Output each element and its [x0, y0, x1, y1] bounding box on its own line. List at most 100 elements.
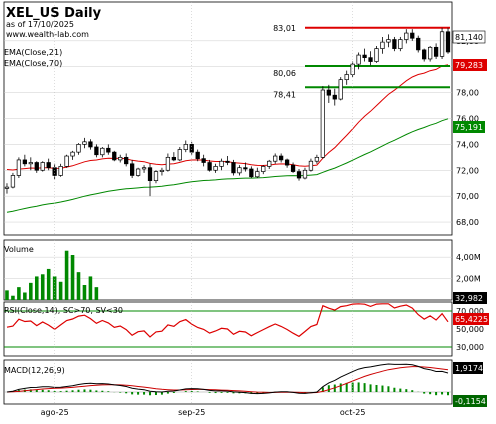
- candle: [399, 40, 403, 49]
- candle: [17, 160, 21, 176]
- macd-pane: [4, 360, 452, 404]
- volume-bar: [89, 276, 93, 300]
- candle: [124, 157, 128, 163]
- candle: [285, 160, 289, 165]
- macd-title: MACD(12,26,9): [4, 366, 65, 375]
- candle: [327, 90, 331, 95]
- candle: [309, 161, 313, 170]
- macd-histogram-bar: [66, 391, 68, 392]
- candle: [5, 187, 9, 188]
- candle: [333, 95, 337, 99]
- candle: [232, 163, 236, 173]
- macd-histogram-bar: [399, 389, 401, 392]
- ema21-legend: EMA(Close,21): [4, 48, 62, 57]
- macd-hist-value-tag-label: -0,1154: [455, 397, 486, 406]
- candle: [339, 80, 343, 99]
- macd-histogram-bar: [107, 391, 109, 392]
- candle: [83, 142, 87, 145]
- macd-histogram-bar: [346, 383, 348, 392]
- candle: [208, 163, 212, 171]
- candle: [303, 170, 307, 178]
- ema21-value-tag-label: 79,283: [455, 61, 483, 70]
- candle: [250, 169, 254, 177]
- macd-histogram-bar: [435, 392, 437, 395]
- volume-bar: [95, 287, 99, 300]
- candle: [315, 157, 319, 161]
- price-tick-label: 68,00: [456, 218, 479, 227]
- candle: [220, 161, 224, 166]
- candle: [446, 32, 450, 52]
- candle: [369, 58, 373, 62]
- x-tick-label: ago-25: [41, 408, 69, 417]
- chart-title: XEL_US Daily: [6, 6, 102, 21]
- macd-histogram-bar: [131, 392, 133, 394]
- candle: [41, 163, 45, 171]
- macd-histogram-bar: [447, 392, 449, 395]
- candle: [410, 33, 414, 38]
- candle: [35, 163, 39, 171]
- candle: [190, 144, 194, 152]
- macd-histogram-bar: [209, 392, 211, 393]
- volume-tick-label: 4,00M: [456, 253, 481, 262]
- candle: [148, 168, 152, 181]
- volume-bar: [23, 293, 27, 301]
- macd-histogram-bar: [393, 388, 395, 392]
- x-tick-label: sep-25: [178, 408, 205, 417]
- close-price-tag-label: 81,140: [455, 33, 483, 42]
- macd-histogram-bar: [48, 390, 50, 392]
- candle: [65, 156, 69, 166]
- candle: [387, 40, 391, 43]
- candle: [107, 148, 111, 152]
- ema70-legend: EMA(Close,70): [4, 59, 62, 68]
- candle: [89, 142, 93, 147]
- candle: [416, 38, 420, 50]
- candle: [428, 47, 432, 59]
- macd-histogram-bar: [60, 391, 62, 392]
- candle: [267, 161, 271, 166]
- candle: [440, 32, 444, 57]
- candle: [77, 144, 81, 152]
- macd-histogram-bar: [221, 392, 223, 393]
- macd-histogram-bar: [370, 384, 372, 392]
- macd-histogram-bar: [101, 391, 103, 392]
- candle: [172, 157, 176, 160]
- candle: [71, 152, 75, 156]
- candle: [202, 159, 206, 163]
- candle: [101, 148, 105, 154]
- macd-histogram-bar: [42, 390, 44, 392]
- macd-histogram-bar: [149, 392, 151, 395]
- macd-histogram-bar: [429, 392, 431, 394]
- candle: [142, 168, 146, 169]
- macd-histogram-bar: [95, 390, 97, 392]
- macd-histogram-bar: [405, 389, 407, 392]
- macd-histogram-bar: [54, 391, 56, 392]
- macd-histogram-bar: [358, 382, 360, 392]
- macd-histogram-bar: [155, 392, 157, 395]
- candle: [226, 161, 230, 162]
- price-tick-label: 74,00: [456, 140, 479, 149]
- candle: [434, 47, 438, 56]
- candle: [53, 168, 57, 176]
- website-label: www.wealth-lab.com: [6, 30, 89, 39]
- volume-bar: [77, 272, 81, 300]
- candle: [273, 156, 277, 161]
- candle: [357, 55, 361, 64]
- candle: [238, 168, 242, 173]
- macd-histogram-bar: [185, 391, 187, 392]
- macd-histogram-bar: [387, 386, 389, 392]
- candle: [11, 175, 15, 187]
- macd-histogram-bar: [376, 385, 378, 392]
- macd-histogram-bar: [143, 392, 145, 395]
- volume-bar: [71, 255, 75, 300]
- macd-histogram-bar: [137, 392, 139, 395]
- candle: [244, 168, 248, 169]
- macd-histogram-bar: [167, 392, 169, 394]
- volume-bar: [65, 251, 69, 300]
- macd-histogram-bar: [119, 392, 121, 393]
- ema70-value-tag-label: 75,191: [455, 123, 483, 132]
- volume-bar: [17, 287, 21, 300]
- candle: [130, 164, 134, 176]
- candle: [23, 160, 27, 164]
- macd-histogram-bar: [328, 385, 330, 392]
- candle: [405, 33, 409, 39]
